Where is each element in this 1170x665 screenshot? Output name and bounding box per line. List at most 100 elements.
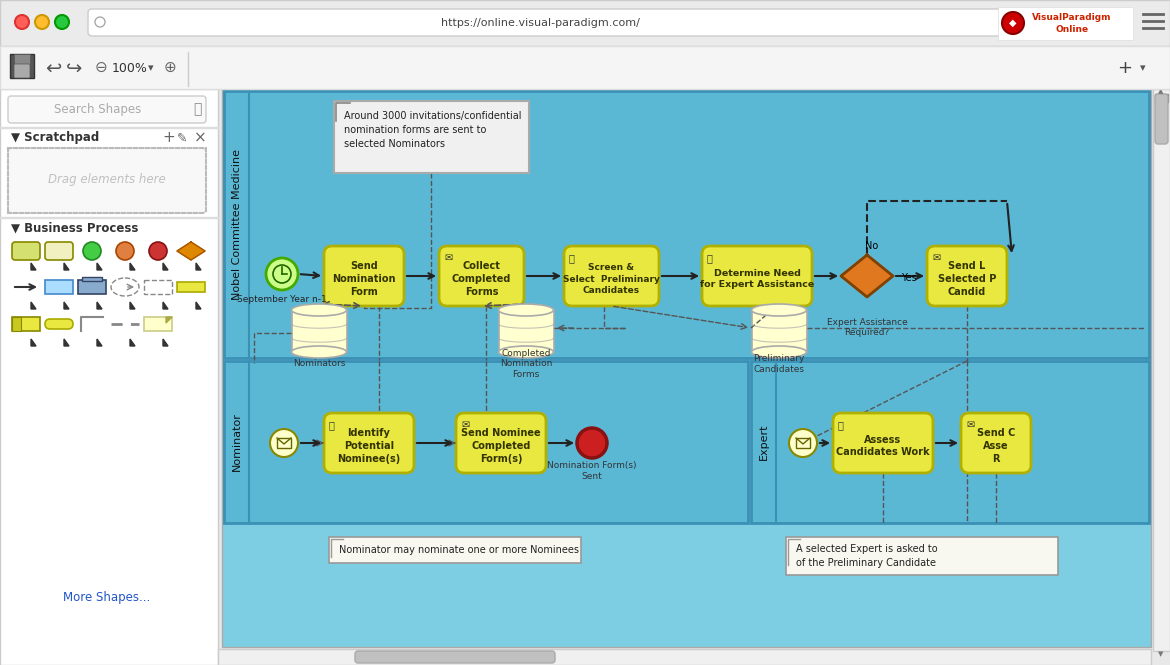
Bar [177, 282, 205, 292]
Polygon shape [163, 263, 168, 270]
Text: Expert: Expert [759, 424, 769, 460]
Bar [223, 361, 748, 523]
FancyBboxPatch shape [44, 319, 73, 329]
Text: VisualParadigm: VisualParadigm [1032, 13, 1112, 23]
Text: Yes: Yes [901, 273, 917, 283]
Text: More Shapes...: More Shapes... [63, 591, 151, 604]
Circle shape [1002, 12, 1024, 34]
Text: Assess
Candidates Work: Assess Candidates Work [837, 435, 930, 458]
Text: Search Shapes: Search Shapes [54, 102, 142, 116]
Polygon shape [30, 302, 36, 309]
Polygon shape [197, 302, 201, 309]
Text: 👤: 👤 [329, 420, 335, 430]
Text: Preliminary
Candidates: Preliminary Candidates [753, 354, 805, 374]
Text: ⌕: ⌕ [193, 102, 201, 116]
Text: Identify
Potential
Nominee(s): Identify Potential Nominee(s) [337, 428, 400, 464]
FancyBboxPatch shape [961, 413, 1031, 473]
Polygon shape [130, 339, 135, 346]
FancyBboxPatch shape [355, 651, 555, 663]
Text: ↩: ↩ [44, 59, 61, 78]
Polygon shape [166, 317, 172, 323]
Text: ✉: ✉ [443, 253, 452, 263]
Bar [796, 438, 810, 448]
Text: Completed
Nomination
Forms: Completed Nomination Forms [500, 349, 552, 379]
Text: ✉: ✉ [932, 253, 941, 263]
Text: Send
Nomination
Form: Send Nomination Form [332, 261, 395, 297]
Polygon shape [64, 339, 69, 346]
FancyBboxPatch shape [8, 96, 206, 123]
Bar [218, 649, 1151, 665]
Text: ×: × [194, 130, 207, 146]
Text: Send Nominee
Completed
Form(s): Send Nominee Completed Form(s) [461, 428, 541, 464]
Circle shape [95, 17, 105, 27]
Text: Nomination Form(s)
Sent: Nomination Form(s) Sent [548, 462, 636, 481]
Bar [0, 89, 218, 665]
Polygon shape [30, 339, 36, 346]
Text: https://online.visual-paradigm.com/: https://online.visual-paradigm.com/ [441, 18, 640, 28]
FancyBboxPatch shape [927, 246, 1007, 306]
Ellipse shape [751, 304, 806, 316]
Text: Drag elements here: Drag elements here [48, 174, 166, 186]
Bar [333, 101, 529, 173]
Text: ▾: ▾ [149, 63, 153, 73]
Text: 👤: 👤 [838, 420, 844, 430]
Text: Send L
Selected P
Candid: Send L Selected P Candid [938, 261, 996, 297]
Bar [1152, 89, 1170, 651]
Text: ▲: ▲ [1158, 88, 1164, 94]
FancyBboxPatch shape [8, 148, 206, 213]
Text: Nominator may nominate one or more Nominees: Nominator may nominate one or more Nomin… [339, 545, 579, 555]
Text: ✉: ✉ [461, 420, 469, 430]
Circle shape [789, 429, 817, 457]
FancyBboxPatch shape [564, 246, 659, 306]
Text: ▼ Scratchpad: ▼ Scratchpad [11, 132, 99, 144]
FancyBboxPatch shape [12, 242, 40, 260]
Text: 👤: 👤 [707, 253, 713, 263]
FancyBboxPatch shape [702, 246, 812, 306]
Circle shape [270, 429, 298, 457]
Text: ▼ Business Process: ▼ Business Process [11, 221, 138, 235]
Bar [44, 280, 73, 294]
Circle shape [266, 258, 298, 290]
FancyBboxPatch shape [88, 9, 1064, 36]
Bar [0, 46, 1170, 89]
Text: Send C
Asse
R: Send C Asse R [977, 428, 1016, 464]
Text: ◆: ◆ [1010, 18, 1017, 28]
Circle shape [577, 428, 607, 458]
Bar [11, 54, 34, 78]
Text: ✉: ✉ [966, 420, 975, 430]
Text: 👤: 👤 [569, 253, 574, 263]
Circle shape [35, 15, 49, 29]
Bar [78, 280, 106, 294]
Text: Nominators: Nominators [292, 360, 345, 368]
Polygon shape [64, 302, 69, 309]
Text: Expert Assistance
Required?: Expert Assistance Required? [827, 318, 908, 337]
Bar [223, 91, 1149, 358]
Text: September Year n-1: September Year n-1 [238, 295, 326, 305]
Text: +: + [161, 130, 174, 146]
Polygon shape [130, 302, 135, 309]
Text: ✎: ✎ [177, 132, 187, 144]
Circle shape [83, 242, 101, 260]
Bar [329, 537, 581, 563]
Ellipse shape [291, 304, 346, 316]
Text: Collect
Completed
Forms: Collect Completed Forms [452, 261, 511, 297]
Polygon shape [97, 263, 102, 270]
FancyBboxPatch shape [14, 64, 30, 78]
Text: ▾: ▾ [1141, 63, 1145, 73]
Ellipse shape [291, 346, 346, 358]
Bar [1155, 94, 1168, 102]
FancyBboxPatch shape [324, 246, 404, 306]
Text: 100%: 100% [112, 61, 147, 74]
Text: ▼: ▼ [1158, 651, 1164, 657]
Bar [0, 0, 1170, 46]
Text: +: + [1117, 59, 1133, 77]
Text: ⊖: ⊖ [95, 59, 108, 74]
Polygon shape [177, 242, 205, 260]
FancyBboxPatch shape [833, 413, 932, 473]
Polygon shape [130, 263, 135, 270]
Text: Determine Need
for Expert Assistance: Determine Need for Expert Assistance [700, 269, 814, 289]
Ellipse shape [498, 346, 553, 358]
Bar [14, 54, 30, 64]
FancyBboxPatch shape [44, 242, 73, 260]
Bar [498, 310, 553, 352]
